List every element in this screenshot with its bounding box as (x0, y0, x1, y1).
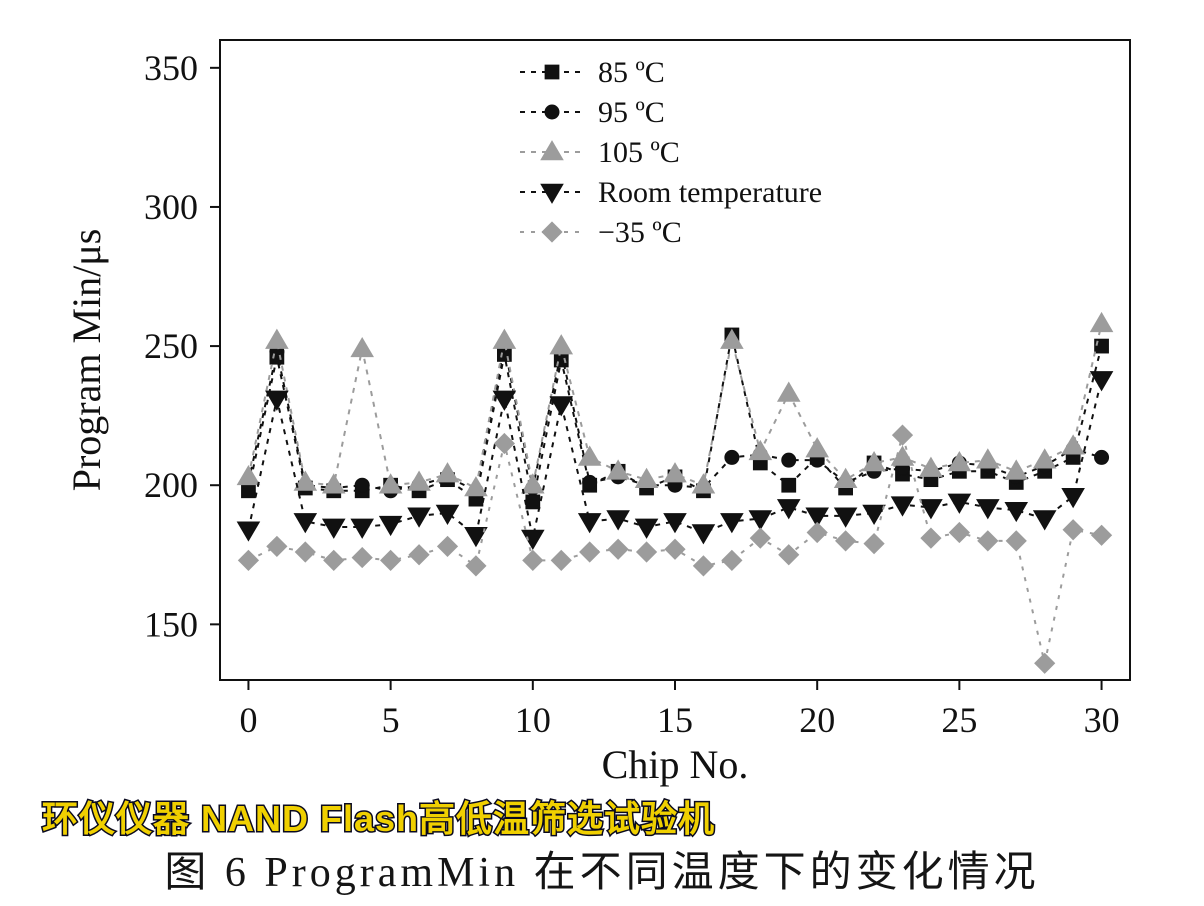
legend-label: 105 ºC (598, 136, 680, 169)
x-tick-label: 10 (515, 700, 551, 740)
x-tick-label: 30 (1084, 700, 1120, 740)
x-tick-label: 0 (239, 700, 257, 740)
y-tick-label: 250 (144, 326, 198, 366)
watermark-text: 环仪仪器 NAND Flash高低温筛选试验机 (42, 790, 715, 842)
legend-entry-s95: 95 ºC (520, 96, 665, 129)
legend-entry-roomtemp: Room temperature (520, 176, 822, 209)
legend: 85 ºC 95 ºC 105 ºC Room temperature −35 ºC (520, 56, 822, 249)
x-axis-label: Chip No. (602, 742, 749, 787)
legend-entry-s85: 85 ºC (520, 56, 665, 89)
legend-label: −35 ºC (598, 216, 682, 249)
legend-label: Room temperature (598, 176, 822, 209)
x-tick-label: 15 (657, 700, 693, 740)
x-tick-label: 5 (382, 700, 400, 740)
legend-entry-sneg35: −35 ºC (520, 216, 682, 249)
series-group (238, 313, 1113, 673)
chart-svg: 0 5 10 15 20 25 30 150 200 250 300 350 Chip No. Progr… (0, 0, 1204, 906)
y-tick-label: 200 (144, 465, 198, 505)
figure-caption: 图 6 ProgramMin 在不同温度下的变化情况 (0, 838, 1204, 899)
y-tick-label: 300 (144, 187, 198, 227)
legend-label: 95 ºC (598, 96, 665, 129)
x-tick-label: 20 (799, 700, 835, 740)
series-s105 (238, 313, 1113, 496)
y-tick-label: 150 (144, 604, 198, 644)
legend-label: 85 ºC (598, 56, 665, 89)
chart-container: 0 5 10 15 20 25 30 150 200 250 300 350 Chip No. Progr… (0, 0, 1204, 906)
legend-entry-s105: 105 ºC (520, 136, 680, 169)
x-tick-label: 25 (941, 700, 977, 740)
y-axis-label: Program Min/μs (64, 229, 109, 492)
y-tick-label: 350 (144, 48, 198, 88)
